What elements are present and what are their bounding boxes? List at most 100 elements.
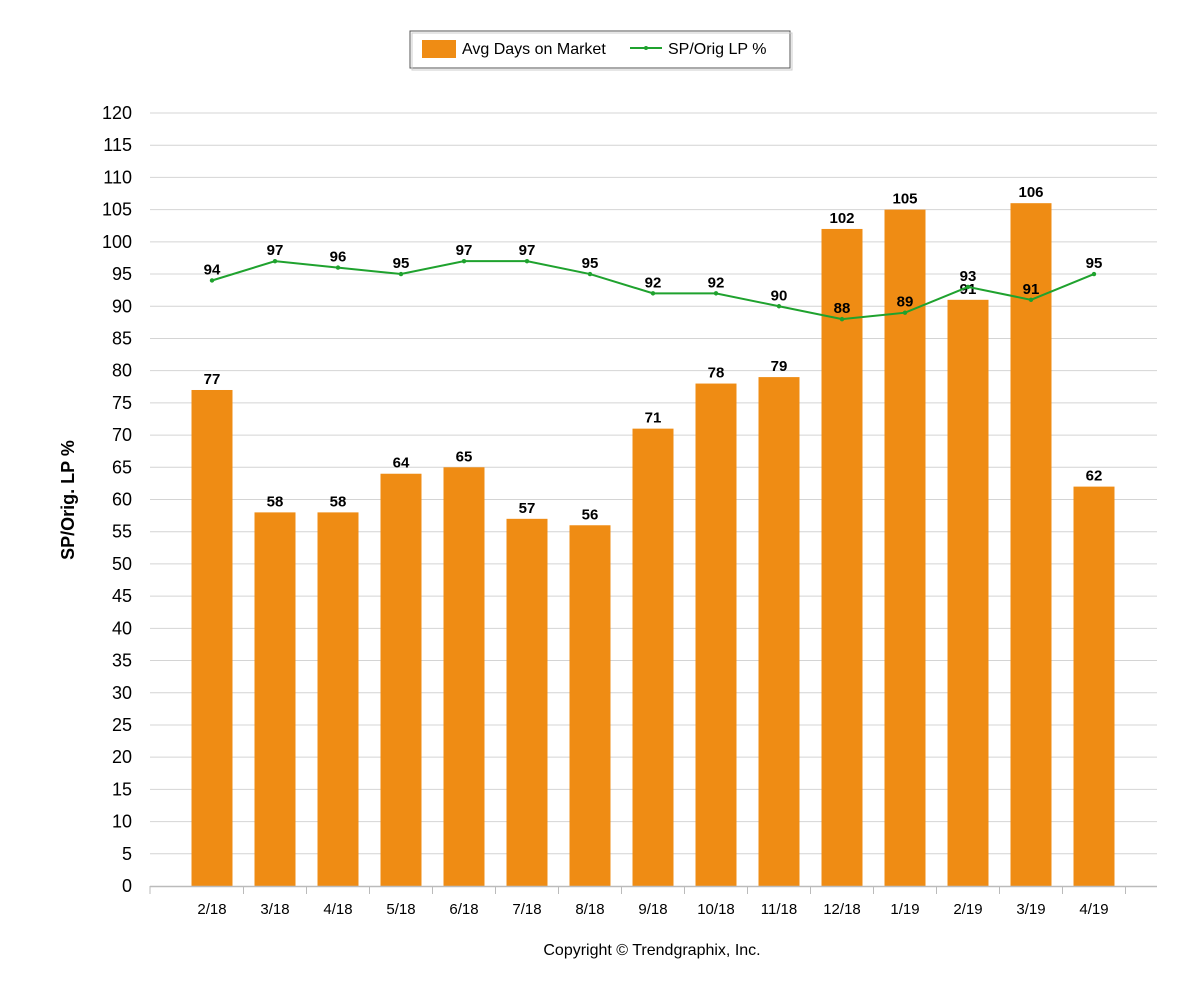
line-value-label: 92 [645,274,662,291]
y-tick-label: 55 [112,522,132,542]
bar [1010,203,1052,886]
x-tick-label: 7/18 [512,901,541,918]
bar-value-label: 62 [1086,468,1103,485]
bar-value-label: 102 [829,210,854,227]
y-tick-label: 40 [112,618,132,638]
line-point [965,284,971,290]
legend-shadow [411,32,793,71]
y-tick-label: 35 [112,651,132,671]
y-tick-label: 120 [102,103,132,123]
y-tick-label: 10 [112,812,132,832]
legend-swatch-dot [644,46,648,50]
line-value-label: 91 [1023,281,1040,298]
bar [758,377,800,886]
y-axis-title: SP/Orig. LP % [58,440,78,560]
x-tick-label: 6/18 [449,901,478,918]
y-tick-label: 90 [112,296,132,316]
x-tick-label: 2/19 [953,901,982,918]
x-tick-label: 10/18 [697,901,735,918]
x-tick-label: 11/18 [761,901,797,918]
y-tick-label: 45 [112,586,132,606]
bar [947,299,989,886]
bar-value-label: 91 [960,281,977,298]
x-tick-label: 8/18 [575,901,604,918]
line-point [587,271,593,277]
bar-value-label: 64 [393,455,410,472]
y-tick-label: 75 [112,393,132,413]
x-tick-label: 12/18 [823,901,861,918]
y-tick-label: 15 [112,779,132,799]
line-point [209,278,215,283]
bar [632,428,674,886]
bar [569,525,611,886]
y-tick-label: 30 [112,683,132,703]
bar [191,389,233,886]
legend-label-line: SP/Orig LP % [668,41,766,58]
line-value-label: 96 [330,249,347,266]
bar-value-label: 71 [645,410,662,427]
bar [443,467,485,886]
line-point [524,258,530,264]
bar [821,228,863,886]
bar-value-label: 58 [267,493,284,510]
bar [1073,486,1115,886]
line-value-label: 92 [708,274,725,291]
bar-series [191,203,1115,886]
line-value-label: 95 [393,255,410,272]
line-point [1091,271,1097,277]
bar-value-label: 78 [708,365,725,382]
y-tick-label: 105 [102,200,132,220]
bar-value-label: 65 [456,448,473,465]
y-tick-label: 110 [103,167,132,187]
line-point [1028,297,1034,303]
x-tick-label: 9/18 [638,901,667,918]
line-value-label: 89 [897,294,914,311]
y-tick-label: 115 [103,135,132,155]
line-point [335,265,341,270]
y-tick-label: 50 [112,554,132,574]
line-point [776,304,782,309]
bar-data-labels: 77 58 58 64 65 57 56 71 78 79 102 105 91 106 62 [204,184,1103,523]
line-value-label: 93 [960,268,977,285]
line-point [272,258,278,264]
line-value-label: 90 [771,287,788,304]
x-tick-label: 2/18 [197,901,226,918]
x-tick-label: 5/18 [386,901,415,918]
y-tick-label: 65 [112,457,132,477]
bar [884,209,926,886]
x-axis: 2/18 3/18 4/18 5/18 6/18 7/18 8/18 9/18 10/18 11/… [149,885,1157,918]
x-tick-label: 4/18 [323,901,352,918]
bar-value-label: 105 [892,191,917,208]
copyright-text: Copyright © Trendgraphix, Inc. [543,942,760,959]
y-tick-label: 85 [112,328,132,348]
x-tick-label: 1/19 [890,901,919,918]
legend: Avg Days on Market SP/Orig LP % [409,30,793,71]
y-tick-label: 80 [112,361,132,381]
bar [254,512,296,886]
x-tick-label: 3/19 [1016,901,1045,918]
line-series [209,258,1097,322]
line-point [650,291,656,296]
bar [380,473,422,886]
line-value-label: 95 [582,255,599,272]
bar [695,383,737,886]
line-value-label: 88 [834,300,851,317]
y-tick-label: 5 [122,844,132,864]
line-point [398,271,404,277]
line-value-label: 97 [456,242,473,259]
y-tick-label: 95 [112,264,132,284]
bar-value-label: 106 [1018,184,1043,201]
line-point [839,316,845,322]
bar-value-label: 57 [519,500,536,517]
y-tick-label: 25 [112,715,132,735]
x-tick-label: 4/19 [1079,901,1108,918]
bar-value-label: 79 [771,358,788,375]
legend-swatch-bar [422,40,456,58]
y-axis-ticks: 0 5 10 15 20 25 30 35 40 45 50 55 60 65 70 75 80 85 90 95 10… [102,103,132,896]
bar-value-label: 56 [582,506,599,523]
bar [317,512,359,886]
line-point [902,310,908,315]
legend-box [409,30,791,69]
